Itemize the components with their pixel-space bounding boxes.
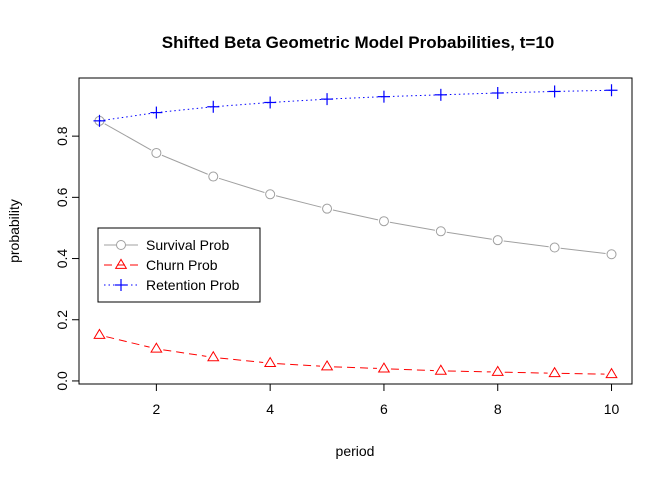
legend-label: Retention Prob (146, 277, 240, 293)
x-axis: 2 4 6 8 10 (152, 383, 620, 417)
series-line-segment (213, 101, 271, 108)
series-line-segment (389, 221, 436, 231)
y-axis: 0.0 0.2 0.4 0.6 0.8 (54, 126, 80, 391)
series-line-segment (440, 92, 498, 96)
data-point (491, 365, 504, 376)
data-point (377, 90, 390, 103)
data-point (549, 242, 560, 253)
x-axis-label: period (336, 443, 375, 459)
series-line-segment (503, 240, 549, 248)
data-point (378, 216, 389, 227)
y-tick-label: 0.4 (54, 249, 70, 269)
data-point (150, 106, 163, 119)
series-line-segment (504, 371, 548, 374)
x-tick-label: 4 (266, 401, 274, 417)
y-tick-label: 0.0 (54, 371, 70, 391)
series-line-segment (497, 90, 555, 94)
data-point (263, 356, 277, 368)
data-point (548, 85, 561, 98)
legend-label: Survival Prob (146, 237, 229, 253)
data-point (606, 249, 617, 260)
data-point (435, 226, 446, 237)
series-line-segment (156, 106, 214, 114)
data-point (115, 279, 127, 291)
series-line-segment (554, 89, 612, 92)
series-line-segment (332, 209, 379, 221)
data-point (321, 93, 334, 106)
data-point (150, 342, 163, 353)
series-line-segment (163, 349, 207, 357)
series-line-segment (383, 94, 441, 98)
data-point (265, 189, 276, 200)
series-line-segment (327, 96, 384, 100)
series-line-segment (218, 177, 265, 193)
data-point (320, 359, 334, 371)
data-point (93, 328, 106, 339)
series-line-segment (220, 357, 264, 363)
x-tick-label: 10 (604, 401, 620, 417)
series-line-segment (560, 247, 606, 255)
legend-item: Churn Prob (104, 257, 218, 273)
series-line-segment (99, 112, 157, 122)
series-retention-prob (93, 84, 618, 127)
data-point (548, 366, 561, 378)
data-point (605, 367, 618, 379)
data-point (434, 364, 448, 375)
data-point (434, 88, 447, 101)
legend-label: Churn Prob (146, 257, 218, 273)
series-line-segment (161, 154, 208, 175)
data-point (377, 362, 391, 373)
series-line-segment (277, 363, 321, 367)
data-point (322, 203, 333, 214)
x-tick-label: 8 (494, 401, 502, 417)
data-point (207, 100, 220, 113)
data-point (208, 171, 219, 182)
series-line-segment (561, 372, 605, 375)
series-layer (93, 84, 618, 379)
series-survival-prob (94, 115, 617, 260)
data-point (605, 84, 618, 97)
data-point (207, 350, 220, 362)
y-tick-label: 0.6 (54, 187, 70, 207)
x-tick-label: 2 (152, 401, 160, 417)
data-point (264, 96, 277, 109)
series-line-segment (334, 366, 377, 369)
legend-item: Survival Prob (104, 237, 229, 253)
data-point (116, 240, 126, 250)
data-point (151, 147, 162, 158)
series-line-segment (275, 195, 322, 208)
legend: Survival Prob Churn Prob Retention Prob (97, 227, 261, 303)
series-churn-prob (93, 328, 618, 379)
data-point (492, 235, 503, 246)
y-tick-label: 0.2 (54, 310, 70, 330)
series-line-segment (447, 370, 491, 373)
data-point (93, 114, 106, 127)
series-line-segment (104, 123, 152, 151)
y-tick-label: 0.8 (54, 126, 70, 146)
series-line-segment (390, 368, 434, 372)
series-line-segment (106, 336, 150, 348)
series-line-segment (446, 231, 492, 240)
chart-title: Shifted Beta Geometric Model Probabiliti… (162, 33, 555, 52)
data-point (114, 258, 128, 269)
series-line-segment (270, 98, 328, 103)
x-tick-label: 6 (380, 401, 388, 417)
legend-item: Retention Prob (104, 277, 240, 293)
data-point (491, 86, 504, 99)
y-axis-label: probability (6, 199, 22, 263)
